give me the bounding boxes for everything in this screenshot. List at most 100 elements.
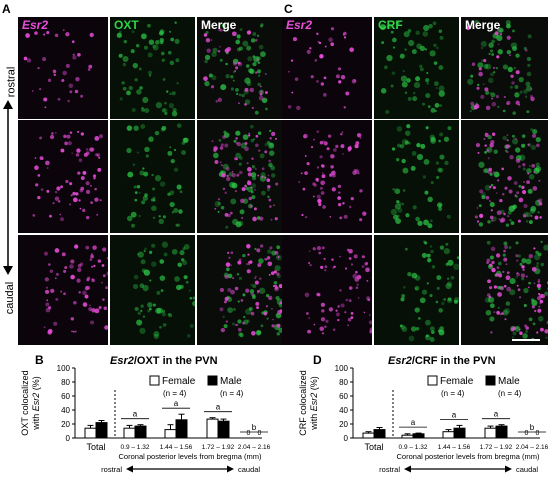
tile-label-esr2: Esr2	[286, 18, 313, 32]
zero-label: 0	[258, 430, 262, 437]
significance-letter: a	[452, 410, 457, 419]
y-tick-label: 60	[339, 392, 348, 401]
legend-male-n: (n = 4)	[498, 389, 522, 398]
x-tick-label: 2.04 – 2.16	[516, 444, 549, 451]
x-tick-label: Total	[364, 442, 383, 452]
y-axis-label-line2: with Esr2 (%)	[309, 376, 319, 431]
significance-letter: b	[530, 423, 535, 432]
chart-letter: D	[313, 353, 322, 367]
caudal-label: caudal	[238, 465, 260, 474]
y-tick-label: 20	[339, 420, 348, 429]
legend-female: Female	[162, 376, 196, 387]
zero-label: 0	[525, 430, 529, 437]
y-tick-label: 100	[57, 364, 71, 373]
y-tick-label: 0	[66, 434, 71, 443]
x-tick-label: Total	[86, 442, 105, 452]
rostral-label: rostral	[2, 67, 17, 98]
tile-label-esr2: Esr2	[22, 18, 49, 32]
bar-male	[495, 425, 508, 439]
panel-letter-c: C	[284, 2, 293, 16]
legend-male: Male	[220, 376, 242, 387]
micrograph-tile	[18, 235, 108, 345]
x-axis-title: Coronal posterior levels from bregma (mm…	[119, 452, 262, 461]
y-tick-label: 100	[335, 364, 349, 373]
bar-female	[84, 427, 97, 439]
micrograph-tile	[197, 235, 284, 345]
bar-female	[206, 418, 219, 439]
y-axis-label-line2: with Esr2 (%)	[31, 376, 41, 431]
y-tick-label: 40	[339, 406, 348, 415]
zero-label: 0	[536, 430, 540, 437]
tile-label-oxt: OXT	[114, 18, 139, 32]
significance-letter: a	[411, 418, 416, 427]
bar-male	[175, 419, 188, 439]
y-tick-label: 0	[344, 434, 349, 443]
level-arrow-left	[404, 465, 411, 473]
tile-label-merge: Merge	[201, 18, 237, 32]
chart-title: Esr2/CRF in the PVN	[388, 355, 496, 367]
significance-letter: a	[133, 410, 138, 419]
x-tick-label: 0.9 – 1.32	[399, 444, 428, 451]
y-axis-label: CRF colocalized with Esr2 (%)	[298, 370, 319, 436]
micrograph-tile	[110, 120, 195, 233]
micrograph-tile	[282, 235, 372, 345]
x-axis-title: Coronal posterior levels from bregma (mm…	[397, 452, 540, 461]
level-arrow-left	[126, 465, 133, 473]
bar-female	[442, 431, 455, 439]
rostral-label: rostral	[379, 465, 400, 474]
rostral-text: rostral	[5, 66, 18, 98]
x-tick-label: 1.72 – 1.92	[202, 444, 235, 451]
x-tick-label: 0.9 – 1.32	[121, 444, 150, 451]
micrograph-tile	[18, 120, 108, 233]
y-tick-label: 80	[339, 378, 348, 387]
bar-female	[401, 434, 414, 439]
x-tick-label: 1.44 – 1.56	[438, 444, 471, 451]
legend-female-n: (n = 4)	[441, 389, 465, 398]
micrograph-tile	[282, 120, 372, 233]
y-axis-label-line1: OXT colocalized	[20, 370, 30, 435]
chart-letter: B	[35, 353, 44, 367]
micrograph-tile: Esr2	[18, 17, 108, 119]
bar-female	[484, 427, 497, 439]
rostral-caudal-arrow	[3, 100, 13, 275]
bar-male	[95, 422, 108, 439]
legend-female-n: (n = 4)	[163, 389, 187, 398]
micrograph-tile: Esr2	[282, 17, 372, 119]
significance-letter: b	[252, 423, 257, 432]
bar-female	[362, 432, 375, 439]
y-tick-label: 80	[61, 378, 70, 387]
micrograph-tile	[197, 120, 284, 233]
caudal-label: caudal	[2, 282, 16, 314]
micrograph-tile: Merge	[461, 17, 548, 119]
micrograph-tile	[374, 120, 459, 233]
legend-male-n: (n = 4)	[220, 389, 244, 398]
significance-letter: a	[174, 399, 179, 408]
micrograph-tile: OXT	[110, 17, 195, 119]
micrograph-tile	[110, 235, 195, 345]
level-arrow-right	[505, 465, 512, 473]
zero-label: 0	[247, 430, 251, 437]
micrograph-tile: CRF	[374, 17, 459, 119]
panel-letter-a: A	[2, 2, 11, 16]
caudal-label: caudal	[516, 465, 538, 474]
micrograph-tile	[461, 120, 548, 233]
micrograph-tile: Merge	[197, 17, 284, 119]
micrograph-tile	[374, 235, 459, 345]
x-tick-label: 1.72 – 1.92	[480, 444, 513, 451]
bar-female	[123, 427, 136, 439]
micrograph-tile	[461, 235, 548, 345]
bar-male	[453, 427, 466, 439]
bar-male	[217, 420, 230, 439]
chart-title: Esr2/OXT in the PVN	[110, 355, 218, 367]
y-tick-label: 40	[61, 406, 70, 415]
bar-male	[373, 429, 386, 439]
tile-label-crf: CRF	[378, 18, 403, 32]
x-tick-label: 1.44 – 1.56	[160, 444, 193, 451]
x-tick-label: 2.04 – 2.16	[238, 444, 271, 451]
y-axis-label-line1: CRF colocalized	[298, 370, 308, 436]
level-arrow-right	[227, 465, 234, 473]
y-tick-label: 60	[61, 392, 70, 401]
tile-label-merge: Merge	[465, 18, 501, 32]
legend-swatch-male	[207, 375, 218, 386]
y-tick-label: 20	[61, 420, 70, 429]
